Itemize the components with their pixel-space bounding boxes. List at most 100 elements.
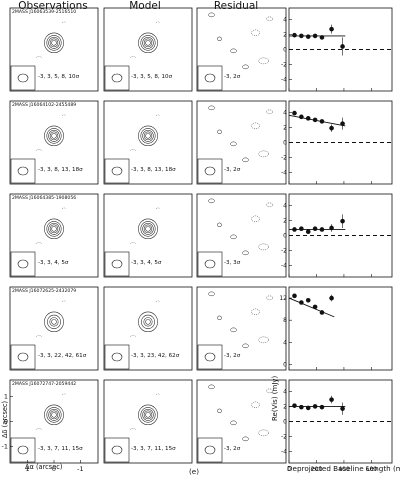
beam-ellipse [111,352,123,362]
vis-xtick-label: 600 [366,466,378,473]
source-name: 2MASS J16064102-2455489 [12,103,77,108]
contour-ring [48,37,60,49]
contour-ring [51,226,57,232]
contour-ring [44,125,64,147]
beam-ellipse [17,259,29,269]
vis-data-point [292,403,297,408]
image-ytick-label: 0 [4,418,8,426]
model-fit-line [288,297,335,318]
residual-contour [258,150,269,158]
vis-ytick-label: 0 [283,419,287,426]
contour-ring [49,38,59,48]
image-xtick-label: 0 [52,465,56,473]
contour-ring [141,314,155,329]
contour-ring [49,410,59,420]
vis-ytick-label: -4 [281,449,287,456]
vis-xlabel: Deprojected Baseline Length (m) [287,464,400,473]
image-ylabel: Δδ (arcsec) [1,400,9,438]
image-xtick-label: -1 [77,465,83,473]
obs-contour-levels: -3, 3, 22, 42, 61σ [38,353,87,359]
vis-data-point [305,405,311,411]
beam-inset [10,65,36,91]
contour-ring [48,130,60,142]
residual-contour [230,234,237,240]
vis-data-point [292,32,297,38]
resid-contour-levels: -3, 2σ [224,167,241,173]
beam-inset [197,251,223,277]
residual-contour [242,64,249,70]
residual-contour [251,215,260,223]
beam-inset [197,344,223,370]
residual-contour [266,388,273,394]
vis-ytick-label: 4 [283,16,287,23]
vis-ytick-label: -2 [281,248,287,255]
vis-data-point [329,125,334,131]
vis-ytick-label: 0 [283,233,287,240]
image-ytick-label: -1 [2,442,8,450]
model-contour-levels: -3, 3, 23, 42, 62σ [131,353,180,359]
header-residual: Residual [213,0,259,12]
vis-ytick-label: 2 [283,217,287,224]
contour-ring [49,131,59,141]
beam-ellipse [111,259,123,269]
contour-ring [143,410,153,420]
vis-data-point [292,293,297,299]
contour-ring [138,311,158,333]
vis-ytick-label: 0 [283,361,287,368]
contour-ring [143,38,153,48]
beam-ellipse [17,166,29,176]
beam-inset [197,65,223,91]
vis-data-point [340,218,345,224]
residual-contour [251,29,260,37]
residual-contour [217,408,222,414]
beam-ellipse [204,166,216,176]
visibility-plot: 4 2 0 -2 -4 [281,7,393,92]
header-observations: Observations [18,0,88,12]
contour-ring [44,404,64,426]
residual-contour [258,336,269,344]
vis-data-point [299,33,304,39]
residual-contour [217,222,222,228]
residual-contour [217,36,222,42]
beam-ellipse [17,73,29,83]
model-contour-levels: -3, 3, 7, 11, 15σ [131,446,176,452]
vis-data-point [292,227,297,232]
beam-ellipse [17,352,29,362]
negative-contour [129,393,161,431]
visibility-plot: 4 2 0 -2 -4 [281,193,393,278]
beam-inset [10,158,36,184]
residual-contour [208,105,215,111]
residual-contour [242,343,249,349]
negative-contour [35,114,67,152]
negative-contour [35,21,67,59]
vis-data-point [312,226,318,232]
contour-ring [51,133,57,139]
contour-ring [138,218,158,240]
vis-xtick-label: 0 [287,466,291,473]
contour-ring [145,412,151,418]
figure-caption: (e) [189,467,200,476]
contour-ring [142,223,154,235]
vis-ytick-label: -2 [281,62,287,69]
residual-contour [251,308,260,316]
resid-image-panel [196,286,287,371]
residual-contour [251,122,260,130]
vis-ytick-label: 4 [283,202,287,209]
beam-inset [104,158,130,184]
vis-data-point [329,225,334,231]
contour-ring [143,317,153,327]
beam-ellipse [111,445,123,455]
beam-ellipse [111,73,123,83]
vis-data-point [312,33,318,39]
vis-data-point [329,26,334,32]
negative-contour [35,300,67,338]
panel-row: 4 2 0 -2 -4 0 200 400 600 [9,379,393,473]
vis-ytick-label: 4 [283,109,287,116]
source-name: 2MASS J16064385-1908056 [12,196,77,201]
vis-plot-frame [288,286,393,371]
contour-ring [47,314,61,329]
model-contour-levels: -3, 3, 8, 13, 18σ [131,167,176,173]
vis-data-point [299,300,304,305]
resid-image-panel [196,193,287,278]
